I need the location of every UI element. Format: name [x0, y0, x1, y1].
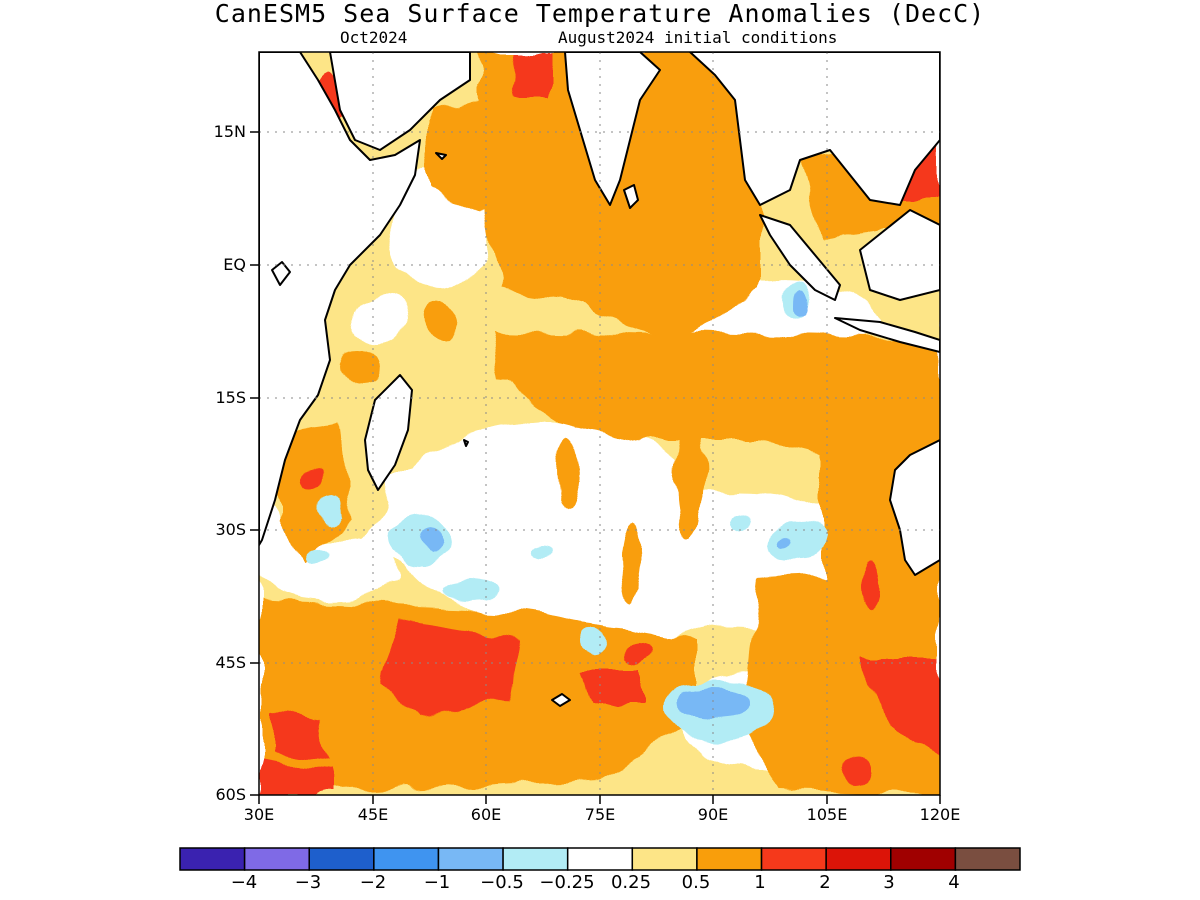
colorbar: [179, 847, 1021, 871]
seychelles-island: [271, 261, 291, 286]
colorbar-label: −0.25: [539, 872, 595, 893]
lat-label-45s: 45S: [215, 653, 246, 672]
forecast-month-label: Oct2024: [340, 28, 408, 47]
borneo-coastline: [859, 209, 940, 301]
lon-label-75e: 75E: [584, 805, 616, 824]
colorbar-label: 1: [754, 872, 766, 893]
colorbar-swatch: [179, 847, 246, 871]
colorbar-swatch: [954, 847, 1021, 871]
colorbar-swatch: [373, 847, 440, 871]
southeast-asia-coastline: [689, 52, 940, 206]
india-coastline: [564, 52, 661, 206]
colorbar-swatch: [308, 847, 375, 871]
kerguelen-island: [551, 693, 571, 707]
lon-label-60e: 60E: [470, 805, 502, 824]
lat-label-15s: 15S: [215, 388, 246, 407]
anomaly-level-0p5-1: [259, 52, 940, 795]
colorbar-swatch: [631, 847, 698, 871]
initial-conditions-label: August2024 initial conditions: [558, 28, 838, 47]
lat-label-eq: EQ: [223, 255, 246, 274]
lat-label-60s: 60S: [215, 785, 246, 804]
land-masses: [259, 52, 940, 707]
socotra-island: [435, 152, 447, 160]
lon-label-90e: 90E: [697, 805, 729, 824]
lon-label-120e: 120E: [919, 805, 961, 824]
colorbar-swatch: [696, 847, 763, 871]
colorbar-swatch: [566, 847, 634, 871]
colorbar-label: −3: [294, 872, 322, 893]
colorbar-label: 0.5: [681, 872, 711, 893]
colorbar-label: 4: [948, 872, 960, 893]
java-coastline: [834, 317, 940, 353]
africa-coastline: [259, 52, 421, 546]
colorbar-label: 0.25: [610, 872, 652, 893]
lat-label-15n: 15N: [213, 122, 246, 141]
colorbar-label: 2: [819, 872, 831, 893]
sumatra-coastline: [759, 214, 841, 301]
figure-title: CanESM5 Sea Surface Temperature Anomalie…: [214, 0, 986, 28]
sri-lanka-coastline: [623, 184, 639, 209]
colorbar-swatch: [890, 847, 957, 871]
colorbar-swatch: [243, 847, 310, 871]
colorbar-label: 3: [883, 872, 895, 893]
colorbar-label: −1: [423, 872, 451, 893]
anomaly-level-neg1-neg0p5: [418, 293, 811, 718]
arabia-coastline: [329, 52, 471, 151]
colorbar-label: −2: [359, 872, 387, 893]
lat-label-30s: 30S: [215, 520, 246, 539]
map-grid: [259, 52, 940, 795]
colorbar-swatch: [502, 847, 569, 871]
madagascar-coastline: [364, 374, 413, 491]
colorbar-swatch: [825, 847, 892, 871]
mauritius-island: [463, 439, 469, 447]
axis-ticks: [250, 131, 941, 804]
lon-label-45e: 45E: [357, 805, 389, 824]
colorbar-swatch: [437, 847, 504, 871]
lon-label-30e: 30E: [243, 805, 275, 824]
colorbar-swatch: [760, 847, 827, 871]
lon-label-105e: 105E: [806, 805, 848, 824]
colorbar-label: −4: [230, 872, 258, 893]
colorbar-label: −0.5: [480, 872, 524, 893]
